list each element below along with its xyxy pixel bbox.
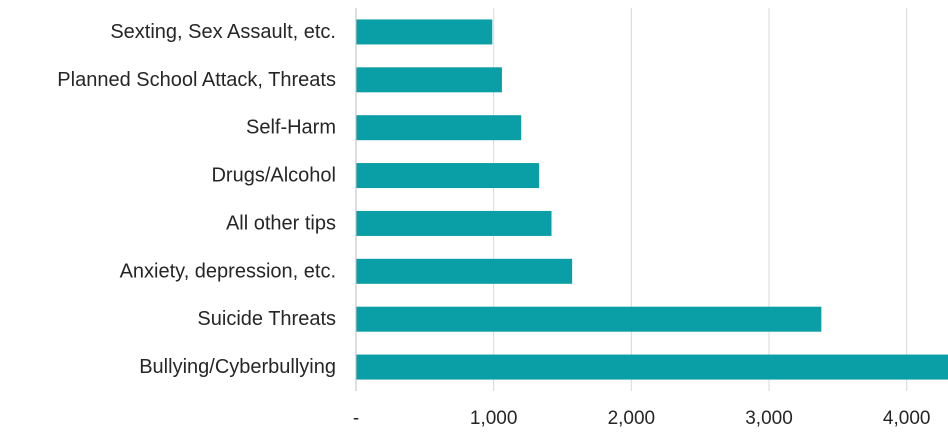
bars: [356, 19, 948, 380]
category-label: All other tips: [226, 212, 336, 234]
category-label: Drugs/Alcohol: [211, 165, 336, 187]
bar: [356, 354, 948, 380]
x-tick-labels: - 1,000 2,000 3,000 4,000: [353, 408, 931, 429]
bar: [356, 115, 522, 141]
category-label: Bullying/Cyberbullying: [139, 356, 336, 378]
bar: [356, 67, 502, 93]
category-label: Sexting, Sex Assault, etc.: [110, 21, 336, 43]
bar: [356, 210, 552, 236]
category-label: Self-Harm: [246, 117, 336, 139]
category-label: Planned School Attack, Threats: [57, 69, 336, 91]
bar: [356, 163, 540, 189]
x-tick-label: 4,000: [883, 408, 931, 429]
bar: [356, 258, 573, 284]
category-label: Suicide Threats: [197, 308, 336, 330]
x-tick-label: 3,000: [745, 408, 793, 429]
gridlines: [493, 8, 908, 391]
category-labels: Sexting, Sex Assault, etc. Planned School…: [57, 21, 336, 378]
x-tick-label: -: [353, 408, 359, 429]
x-tick-label: 1,000: [470, 408, 518, 429]
bar: [356, 306, 822, 332]
x-tick-label: 2,000: [608, 408, 656, 429]
category-label: Anxiety, depression, etc.: [120, 260, 336, 282]
bar: [356, 19, 493, 45]
